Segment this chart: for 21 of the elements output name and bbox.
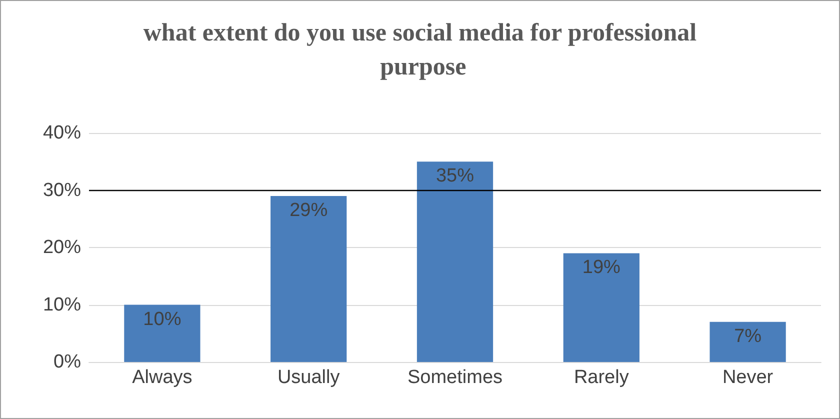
data-label: 10%: [143, 308, 182, 330]
data-label: 7%: [734, 326, 762, 347]
x-tick-label: Rarely: [574, 367, 630, 388]
x-tick-label: Usually: [277, 367, 340, 388]
y-tick-label: 30%: [42, 180, 82, 201]
y-tick-label: 40%: [42, 122, 82, 144]
bar: [416, 162, 494, 362]
bar: [124, 304, 200, 362]
chart-title: what extent do you use social media for professional purpose: [143, 20, 697, 80]
bar: [563, 253, 640, 362]
y-tick-label: 20%: [42, 237, 82, 258]
data-label: 19%: [582, 257, 621, 278]
x-tick-label: Always: [132, 367, 192, 388]
x-tick-label: Sometimes: [407, 367, 503, 388]
y-tick-label: 0%: [54, 352, 82, 372]
x-tick-label: Never: [722, 367, 774, 388]
bar: [270, 196, 347, 362]
bar: [710, 322, 786, 362]
data-label: 35%: [436, 166, 474, 187]
y-tick-label: 10%: [42, 294, 82, 316]
data-label: 29%: [290, 200, 328, 221]
